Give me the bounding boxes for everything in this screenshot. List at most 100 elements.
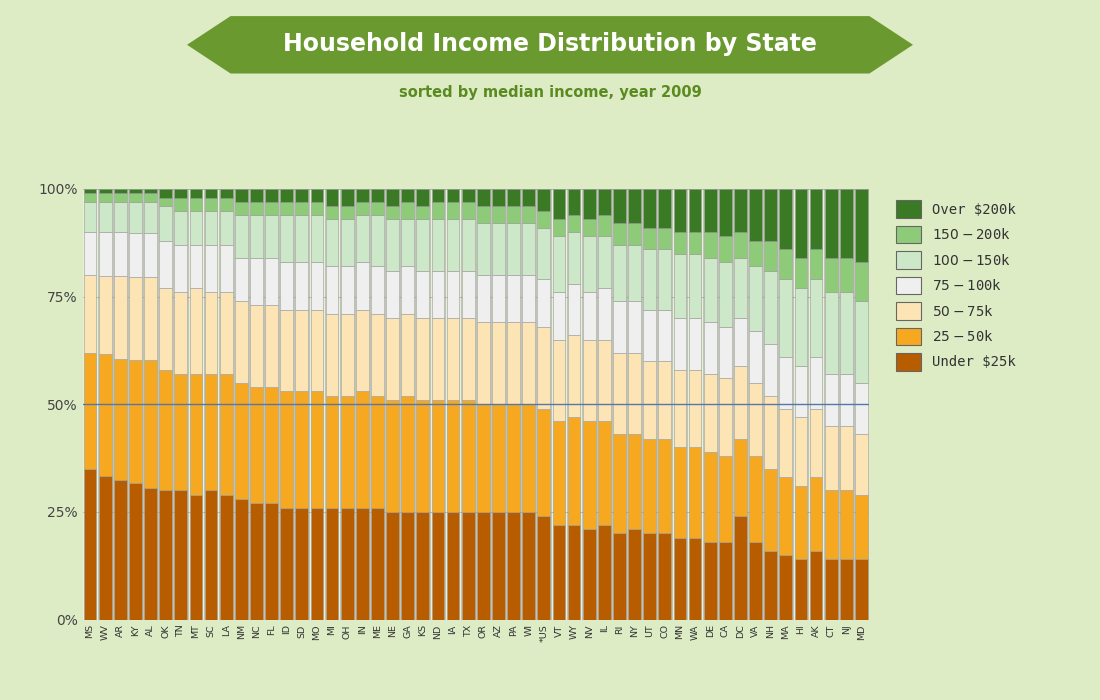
Bar — [129, 202, 142, 233]
Bar — [628, 189, 641, 223]
Bar — [628, 301, 641, 353]
Bar — [644, 533, 656, 620]
Bar — [659, 533, 671, 620]
Bar — [825, 258, 837, 293]
Bar — [598, 189, 611, 215]
Bar — [462, 202, 474, 219]
Bar — [673, 253, 686, 318]
Bar — [780, 409, 792, 477]
Bar — [840, 426, 852, 490]
Bar — [613, 533, 626, 620]
Bar — [175, 490, 187, 620]
Bar — [386, 512, 399, 620]
Bar — [386, 271, 399, 318]
Bar — [522, 189, 535, 206]
Bar — [129, 360, 142, 483]
Bar — [99, 476, 111, 620]
Bar — [507, 275, 520, 323]
Bar — [704, 374, 716, 452]
Bar — [855, 559, 868, 620]
Bar — [160, 241, 172, 288]
Bar — [220, 197, 232, 211]
Bar — [644, 439, 656, 533]
Bar — [628, 245, 641, 301]
Bar — [855, 189, 868, 262]
Bar — [522, 206, 535, 223]
Bar — [538, 516, 550, 620]
Bar — [719, 262, 732, 327]
Bar — [794, 365, 807, 417]
Polygon shape — [187, 16, 913, 74]
Bar — [704, 189, 716, 232]
Bar — [568, 417, 581, 525]
Bar — [538, 279, 550, 327]
Bar — [840, 490, 852, 559]
Bar — [84, 193, 97, 202]
Bar — [447, 219, 460, 271]
Bar — [129, 233, 142, 277]
Bar — [764, 344, 777, 395]
Bar — [538, 189, 550, 211]
Bar — [371, 189, 384, 202]
Bar — [220, 245, 232, 293]
Bar — [644, 309, 656, 361]
Bar — [280, 202, 293, 215]
Bar — [371, 202, 384, 215]
Bar — [144, 233, 157, 277]
Bar — [840, 189, 852, 258]
Bar — [296, 189, 308, 202]
Bar — [356, 189, 369, 202]
Bar — [220, 495, 232, 620]
Bar — [492, 206, 505, 223]
Bar — [310, 202, 323, 215]
Bar — [296, 202, 308, 215]
Bar — [417, 400, 429, 512]
Bar — [144, 193, 157, 202]
Bar — [704, 452, 716, 542]
Bar — [310, 215, 323, 262]
Bar — [417, 271, 429, 318]
Bar — [386, 189, 399, 206]
Bar — [280, 391, 293, 507]
Bar — [734, 516, 747, 620]
Bar — [250, 503, 263, 620]
Bar — [175, 211, 187, 245]
Bar — [220, 374, 232, 495]
Bar — [462, 219, 474, 271]
Bar — [114, 358, 126, 480]
Bar — [522, 223, 535, 275]
Bar — [386, 206, 399, 219]
Bar — [552, 421, 565, 525]
Bar — [175, 374, 187, 490]
Bar — [99, 232, 111, 276]
Bar — [84, 353, 97, 469]
Bar — [840, 293, 852, 374]
Bar — [235, 189, 248, 202]
Bar — [613, 435, 626, 533]
Bar — [99, 276, 111, 354]
Bar — [296, 262, 308, 309]
Bar — [477, 405, 490, 512]
Bar — [310, 309, 323, 391]
Bar — [341, 395, 353, 508]
Bar — [598, 288, 611, 340]
Bar — [583, 219, 595, 237]
Bar — [189, 374, 202, 495]
Bar — [84, 275, 97, 353]
Bar — [538, 211, 550, 228]
Bar — [568, 284, 581, 335]
Bar — [175, 189, 187, 197]
Bar — [280, 309, 293, 391]
Bar — [175, 245, 187, 293]
Bar — [507, 323, 520, 405]
Bar — [356, 508, 369, 620]
Bar — [659, 249, 671, 309]
Bar — [477, 275, 490, 323]
Bar — [810, 551, 823, 620]
Bar — [235, 499, 248, 620]
Bar — [704, 323, 716, 374]
Bar — [780, 189, 792, 249]
Bar — [235, 258, 248, 301]
Bar — [462, 318, 474, 400]
Bar — [794, 189, 807, 258]
